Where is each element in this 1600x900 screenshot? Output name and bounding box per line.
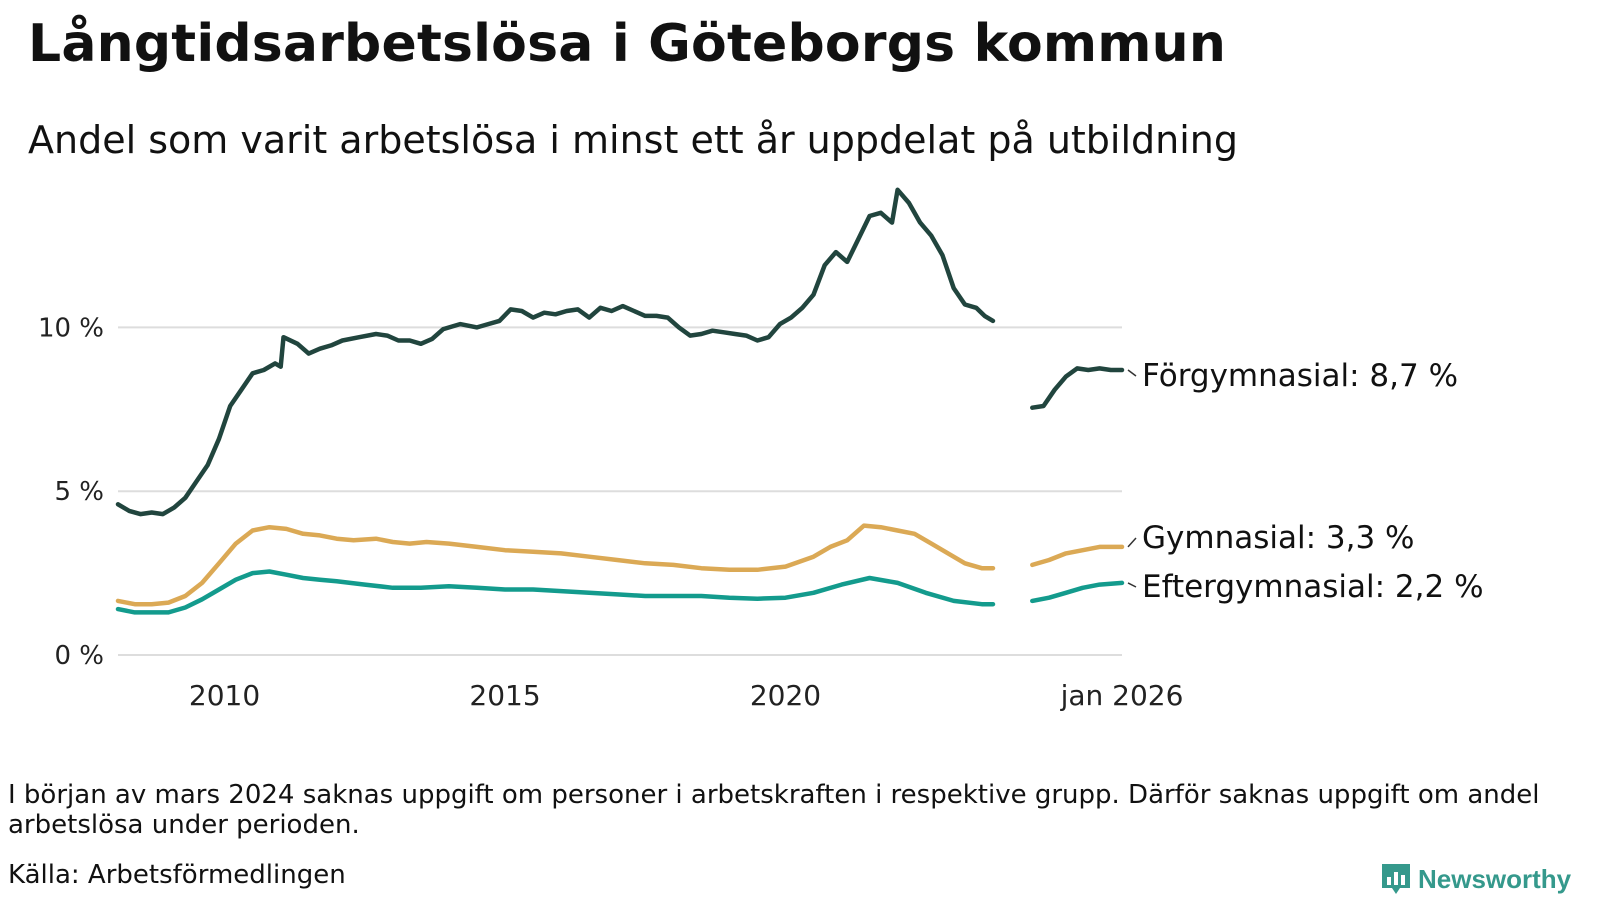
y-tick-label: 5 %: [54, 477, 104, 507]
series-line-eftergymnasial-after-gap: [1030, 580, 1125, 604]
x-tick-label: 2020: [750, 679, 821, 712]
chart-subtitle: Andel som varit arbetslösa i minst ett å…: [28, 118, 1239, 162]
series-line-förgymnasial-before-gap: [115, 187, 996, 517]
series-line-eftergymnasial-before-gap: [115, 569, 996, 615]
line-chart: 0 % 5 % 10 % 2010 2015 2020 jan 2026 Förgymnas…: [38, 187, 1484, 712]
y-tick-label: 10 %: [38, 313, 104, 343]
series-label-eftergymnasial: Eftergymnasial: 2,2 %: [1142, 569, 1484, 605]
series-line-gymnasial-after-gap: [1030, 544, 1125, 568]
series-label-förgymnasial: Förgymnasial: 8,7 %: [1142, 358, 1458, 394]
x-tick-label: jan 2026: [1060, 679, 1184, 712]
label-leader-eftergymnasial: [1127, 582, 1137, 588]
series-label-gymnasial: Gymnasial: 3,3 %: [1142, 520, 1415, 556]
x-tick-label: 2010: [189, 679, 260, 712]
brand-name: Newsworthy: [1418, 863, 1572, 894]
label-leader-gymnasial: [1127, 537, 1137, 548]
series-line-gymnasial-before-gap: [115, 523, 996, 607]
footnote: I början av mars 2024 saknas uppgift om …: [8, 780, 1540, 840]
series-line-förgymnasial-after-gap: [1030, 366, 1125, 410]
source-note: Källa: Arbetsförmedlingen: [8, 860, 346, 890]
chart-title: Långtidsarbetslösa i Göteborgs kommun: [28, 14, 1227, 74]
x-tick-label: 2015: [469, 679, 540, 712]
newsworthy-logo-icon: [1382, 864, 1410, 894]
label-leader-förgymnasial: [1127, 369, 1137, 377]
y-tick-label: 0 %: [54, 641, 104, 671]
brand[interactable]: Newsworthy: [1380, 862, 1571, 896]
